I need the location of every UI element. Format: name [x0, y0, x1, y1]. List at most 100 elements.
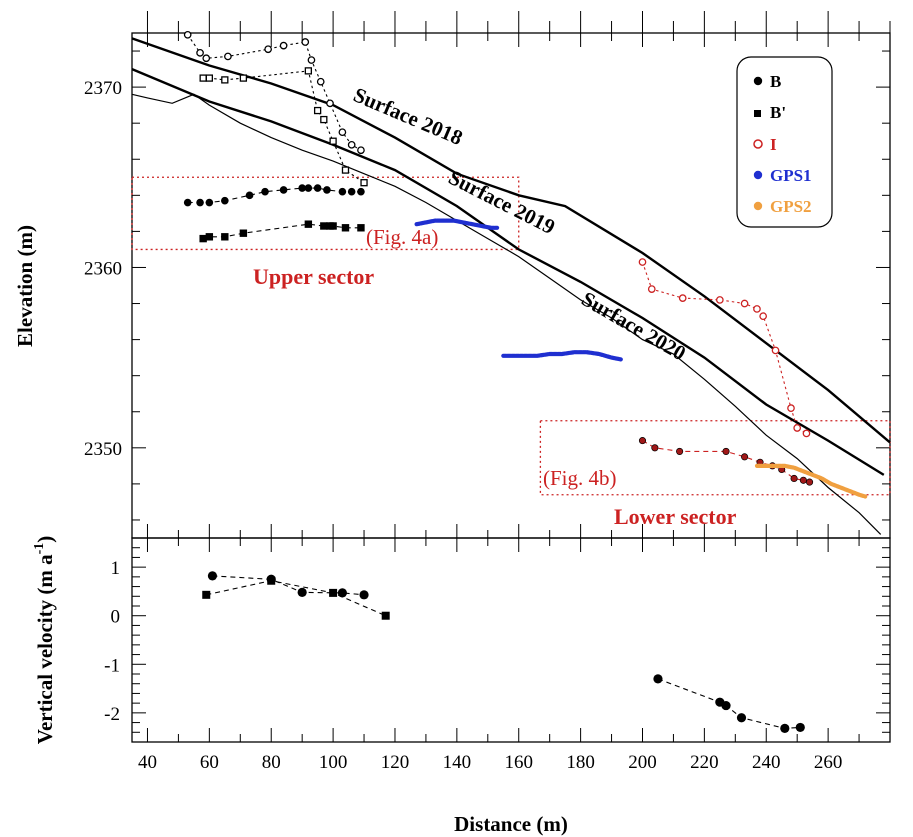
legend-marker-b: [753, 76, 763, 86]
bottom-panel-series: [202, 571, 805, 734]
x-tick-label: 60: [200, 752, 219, 773]
velocity-b-point: [329, 588, 338, 597]
series-b-upper-point: [341, 224, 350, 232]
series-b-open-upper-point: [320, 115, 328, 124]
series-b-open-upper-point: [307, 56, 316, 64]
velocity-b-lower-point: [721, 700, 731, 711]
series-b-open-upper-point: [183, 30, 192, 39]
bottom-panel-ticks: 40 60 80 100 120 140 160 180 200 220 240 260 -2 -1 0 1: [104, 537, 891, 773]
series-b-upper-point: [304, 220, 313, 228]
series-b-open-upper-point: [221, 76, 229, 84]
top-y-tick-label: 2350: [84, 439, 122, 460]
series-b-upper-point: [183, 198, 192, 207]
series-b-open-upper-point: [199, 74, 207, 82]
legend-marker-bprime: [754, 110, 761, 117]
bottom-y-axis-label: Vertical velocity (m a-1): [32, 536, 57, 745]
velocity-b-lower-point: [653, 674, 663, 684]
surface-2019-label: Surface 2019: [445, 165, 559, 239]
series-b-open-upper-point: [316, 77, 325, 86]
series-i-lower-filled-point: [638, 437, 647, 445]
series-b-upper-line: [203, 223, 361, 240]
surface-lines: [131, 37, 891, 535]
top-panel-ticks: 2350 2360 2370: [84, 11, 891, 538]
x-tick-label: 200: [628, 752, 657, 773]
velocity-b-point: [207, 571, 218, 581]
x-tick-label: 40: [138, 752, 157, 773]
fig-4a-box: [131, 176, 520, 251]
bottom-y-tick-label: 0: [111, 607, 121, 628]
series-b-open-upper-point: [357, 146, 365, 155]
bottom-y-axis-label-sup: -1: [32, 543, 47, 555]
series-b-open-upper-point: [338, 128, 347, 137]
series-b-upper-point: [205, 198, 214, 207]
x-tick-label: 120: [381, 752, 410, 773]
series-i-lower-open-point: [793, 424, 802, 432]
series-b-upper-point: [221, 233, 229, 241]
x-tick-label: 100: [319, 752, 348, 773]
top-y-tick-label: 2360: [84, 258, 122, 279]
top-y-axis-label: Elevation (m): [13, 225, 37, 347]
upper-sector-label: Upper sector: [253, 264, 374, 289]
x-tick-label: 140: [443, 752, 472, 773]
series-i-lower-open-point: [647, 285, 656, 293]
legend-label-bprime: B': [770, 103, 786, 122]
series-b-open-upper-line: [187, 34, 362, 151]
series-b-upper-point: [239, 229, 248, 237]
series-i-lower-filled-point: [722, 447, 730, 455]
series-i-lower-open-line: [641, 261, 807, 434]
surface-line-2020: [131, 93, 882, 535]
fig-4a-label: (Fig. 4a): [366, 225, 438, 249]
series-i-lower-filled-point: [741, 453, 749, 461]
series-b-open-upper-point: [205, 74, 213, 82]
series-b-upper-point: [357, 187, 365, 196]
series-b-open-upper-point: [313, 106, 322, 115]
velocity-b-point: [381, 611, 390, 620]
bottom-y-tick-label: 1: [111, 558, 121, 579]
series-b-open-upper-point: [301, 38, 310, 46]
series-b-upper-point: [245, 191, 254, 200]
series-b-open-upper-point: [329, 137, 337, 145]
series-i-lower-filled-point: [806, 478, 814, 486]
velocity-b-point: [202, 590, 211, 599]
series-b-upper-point: [313, 184, 322, 192]
legend-box: [736, 56, 833, 228]
bottom-panel-frame: [131, 537, 891, 743]
legend: B B' I GPS1 GPS2: [736, 56, 833, 228]
series-i-lower-open-point: [771, 346, 780, 355]
series-gps1-track-0: [414, 218, 500, 230]
velocity-b-point: [297, 587, 307, 598]
series-b-upper-point: [347, 187, 356, 196]
series-b-upper-point: [338, 187, 347, 196]
lower-sector-label: Lower sector: [614, 504, 737, 529]
series-b-open-upper-point: [196, 48, 204, 57]
series-b-upper-point: [279, 186, 288, 194]
surface-line-2018: [131, 37, 891, 444]
series-i-lower-filled-point: [790, 474, 798, 483]
velocity-b-point: [337, 588, 347, 598]
series-b-open-upper-point: [224, 52, 232, 61]
velocity-b-line: [206, 580, 386, 617]
series-b-upper-point: [329, 222, 337, 230]
series-b-upper-point: [205, 233, 214, 241]
series-b-upper-point: [261, 187, 269, 196]
bottom-y-tick-label: -1: [104, 655, 120, 676]
series-i-lower-open-point: [740, 299, 749, 308]
series-b-open-upper-point: [360, 179, 368, 187]
annotation-boxes: [131, 176, 891, 496]
series-b-open-upper-point: [341, 166, 350, 174]
series-i-lower-open-point: [638, 258, 647, 266]
series-i-lower-open-point: [802, 429, 811, 438]
series-b-upper-point: [298, 184, 306, 192]
velocity-b-lower-point: [795, 722, 805, 733]
series-b-upper-point: [323, 186, 331, 194]
legend-marker-i: [753, 139, 763, 149]
series-b-open-upper-point: [347, 140, 356, 149]
series-b-upper-point: [221, 196, 229, 205]
series-b-open-upper-point: [326, 99, 334, 108]
series-i-lower-filled-point: [799, 476, 807, 484]
x-tick-label: 80: [262, 752, 281, 773]
x-tick-label: 260: [814, 752, 843, 773]
legend-marker-gps1: [753, 170, 763, 180]
series-b-open-upper-point: [239, 74, 248, 82]
